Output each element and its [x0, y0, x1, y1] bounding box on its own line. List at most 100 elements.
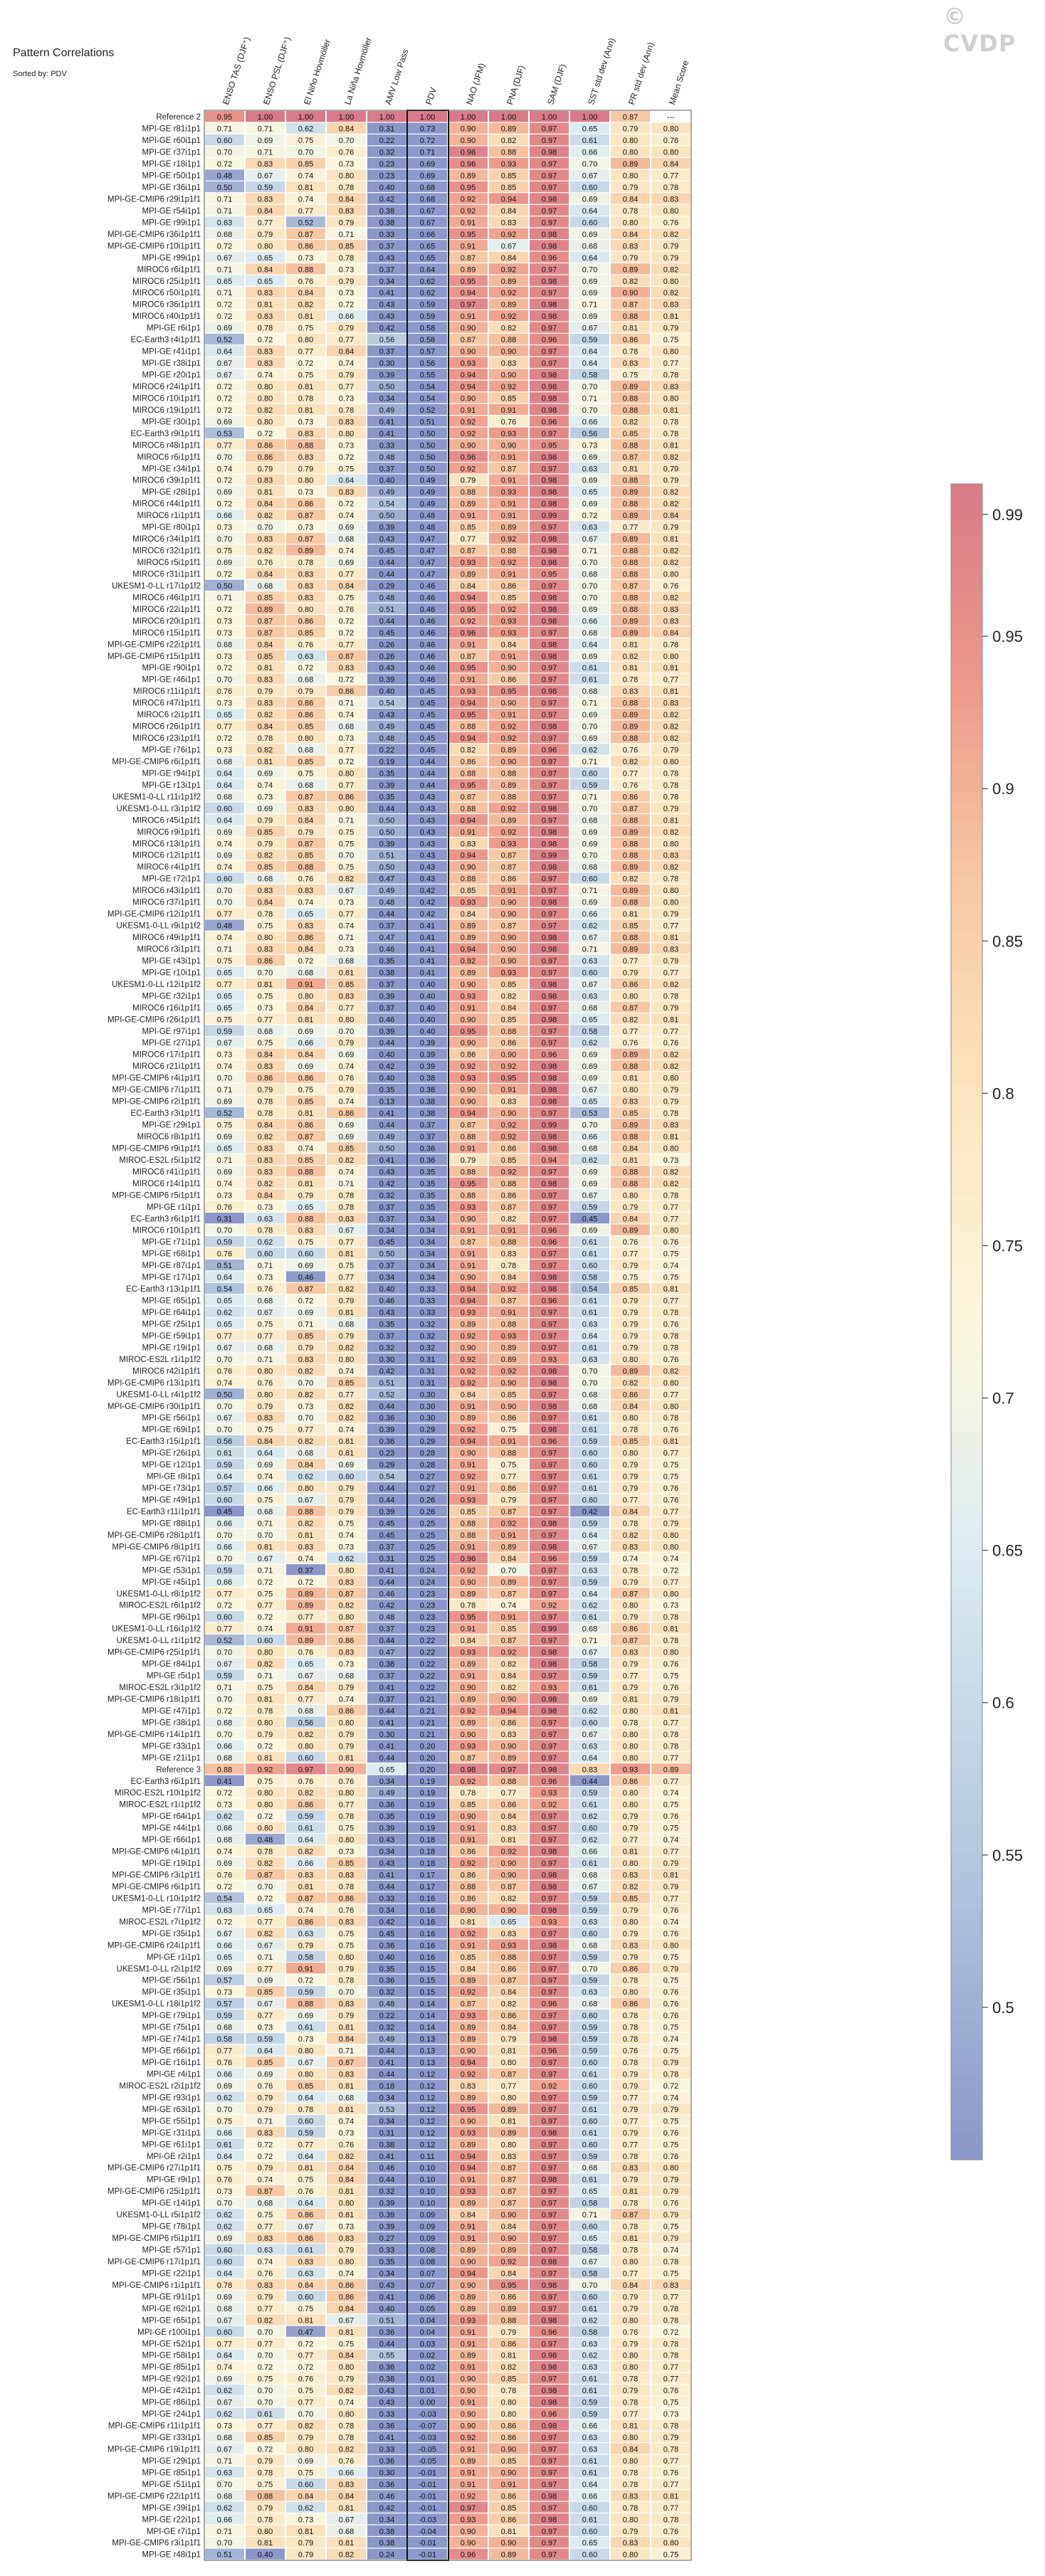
heatmap-cell: [367, 990, 406, 1001]
cell-value: 0.87: [258, 617, 273, 625]
heatmap-cell: [205, 1130, 244, 1142]
cell-value: 0.46: [379, 1015, 394, 1024]
cell-value: 0.41: [420, 945, 435, 954]
heatmap-cell: [489, 638, 528, 650]
cell-value: 0.61: [582, 664, 597, 672]
cell-value: 0.97: [542, 2153, 557, 2161]
row-label: MPI-GE r33i1p1: [142, 1742, 201, 1751]
cell-value: 0.90: [461, 1578, 476, 1587]
cell-value: 0.77: [501, 1789, 516, 1798]
cell-value: 0.68: [298, 781, 313, 790]
cell-value: 0.59: [582, 2035, 597, 2044]
cell-value: 0.76: [258, 1285, 273, 1294]
heatmap-cell: [489, 662, 528, 673]
cell-value: 0.80: [258, 1801, 273, 1810]
cell-value: 0.98: [542, 723, 557, 732]
cell-value: 0.95: [501, 2281, 516, 2290]
heatmap-cell: [611, 778, 650, 790]
cell-value: 0.59: [582, 2047, 597, 2056]
cell-value: -0.03: [419, 2410, 436, 2419]
cell-value: 0.62: [258, 1238, 273, 1247]
heatmap-cell: [327, 532, 366, 544]
heatmap-cell: [408, 861, 447, 872]
cell-value: 0.98: [542, 278, 557, 286]
heatmap-cell: [327, 486, 366, 497]
cell-value: 0.16: [420, 1941, 435, 1950]
heatmap-cell: [651, 1200, 690, 1212]
row-label: MIROC-ES2L r1i1p1f2: [119, 1356, 201, 1364]
cell-value: 0.97: [542, 207, 557, 216]
heatmap-cell: [530, 1119, 569, 1130]
heatmap-cell: [327, 825, 366, 837]
heatmap-cell: [367, 1083, 406, 1095]
heatmap-cell: [489, 1154, 528, 1166]
heatmap-cell: [611, 685, 650, 697]
heatmap-cell: [489, 275, 528, 286]
cell-value: 0.63: [582, 2363, 597, 2372]
cell-value: 0.98: [542, 653, 557, 661]
heatmap-cell: [448, 357, 488, 369]
cell-value: 0.98: [542, 840, 557, 848]
cell-value: 0.45: [420, 734, 435, 743]
cell-value: 0.45: [379, 1238, 394, 1247]
heatmap-cell: [448, 884, 488, 896]
heatmap-cell: [611, 673, 650, 685]
heatmap-cell: [530, 720, 569, 732]
cell-value: 0.44: [420, 769, 435, 778]
cell-value: 0.95: [461, 1180, 476, 1188]
cell-value: 0.97: [542, 1461, 557, 1469]
cell-value: 0.43: [420, 852, 435, 860]
row-label: MPI-GE r4i1p1: [147, 2070, 201, 2079]
cell-value: 0.97: [542, 1508, 557, 1516]
cell-value: 0.98: [542, 453, 557, 462]
heatmap-cell: [408, 1259, 447, 1271]
cell-value: 0.66: [582, 910, 597, 919]
heatmap-cell: [530, 1013, 569, 1025]
cell-value: 0.83: [258, 1062, 273, 1071]
cell-value: 0.70: [258, 2352, 273, 2360]
heatmap-cell: [448, 626, 488, 638]
cell-value: 0.67: [582, 981, 597, 989]
heatmap-cell: [327, 146, 366, 157]
row-label: MPI-GE r62i1p1: [142, 2305, 201, 2313]
row-label: EC-Earth3 r13i1p1f1: [126, 1285, 201, 1294]
heatmap-cell: [205, 603, 244, 614]
cell-value: 0.97: [542, 1566, 557, 1575]
heatmap-cell: [530, 111, 569, 122]
cell-value: 0.44: [379, 1484, 394, 1493]
row-label: MPI-GE r32i1p1: [142, 992, 201, 1001]
cell-value: 0.91: [461, 1004, 476, 1013]
cell-value: 0.85: [298, 160, 313, 169]
cell-value: 0.79: [623, 2176, 638, 2185]
cell-value: 0.14: [420, 2000, 435, 2009]
cell-value: 0.94: [461, 2153, 476, 2161]
heatmap-cell: [489, 1318, 528, 1329]
heatmap-cell: [651, 1259, 690, 1271]
row-label: MPI-GE r55i1p1: [142, 2117, 201, 2126]
cell-value: 0.81: [663, 687, 678, 696]
heatmap-cell: [367, 615, 406, 626]
heatmap-cell: [205, 755, 244, 767]
cell-value: 0.64: [217, 2153, 232, 2161]
row-label: MIROC6 r11i1p1f1: [133, 687, 201, 696]
cell-value: 0.79: [663, 242, 678, 250]
cell-value: 0.96: [542, 1437, 557, 1446]
heatmap-cell: [286, 251, 325, 263]
cell-value: 0.59: [298, 2129, 313, 2138]
heatmap-cell: [286, 919, 325, 931]
cell-value: 0.90: [623, 289, 638, 297]
cell-value: 0.67: [582, 1086, 597, 1094]
heatmap-cell: [246, 1189, 285, 1200]
cell-value: 0.78: [663, 640, 678, 649]
cell-value: 0.87: [298, 840, 313, 848]
heatmap-cell: [489, 1282, 528, 1294]
cell-value: 0.97: [542, 2305, 557, 2313]
cell-value: 0.67: [298, 2223, 313, 2232]
heatmap-cell: [246, 907, 285, 919]
cell-value: 0.86: [501, 1719, 516, 1727]
heatmap-cell: [286, 1376, 325, 1388]
cell-value: 0.64: [298, 2200, 313, 2208]
heatmap-cell: [489, 872, 528, 884]
row-label: MPI-GE r2i1p1: [147, 2153, 201, 2161]
heatmap-cell: [611, 966, 650, 978]
